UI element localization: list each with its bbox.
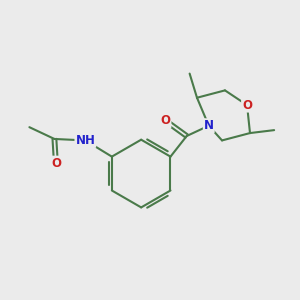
Text: O: O — [242, 99, 252, 112]
Text: N: N — [204, 119, 214, 132]
Text: O: O — [160, 114, 170, 127]
Text: NH: NH — [75, 134, 95, 147]
Text: O: O — [51, 157, 61, 169]
